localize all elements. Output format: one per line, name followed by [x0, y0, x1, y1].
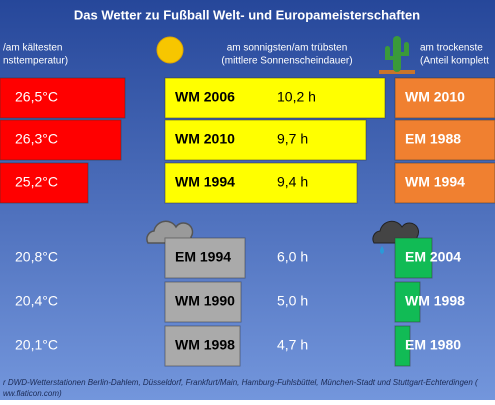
label: WM 2010: [175, 131, 235, 147]
label: WM 1994: [405, 174, 465, 190]
column-header: nsttemperatur): [3, 56, 68, 67]
footer-line: r DWD-Wetterstationen Berlin-Dahlem, Düs…: [3, 378, 479, 387]
value: 9,4 h: [277, 174, 308, 190]
bar: [394, 325, 411, 367]
value: 4,7 h: [277, 337, 308, 353]
cactus-icon: [379, 36, 415, 74]
label: WM 1990: [175, 293, 235, 309]
bar: [394, 281, 421, 323]
bar: [394, 119, 495, 161]
column-header: (mittlere Sonnenscheindauer): [221, 56, 352, 67]
bar: [164, 281, 242, 323]
value: 20,4°C: [15, 293, 58, 309]
label: WM 1994: [175, 174, 235, 190]
value: 5,0 h: [277, 293, 308, 309]
bar: [164, 325, 241, 367]
title: Das Wetter zu Fußball Welt- und Europame…: [74, 7, 420, 22]
value: 26,3°C: [15, 131, 58, 147]
value: 25,2°C: [15, 174, 58, 190]
value: 6,0 h: [277, 249, 308, 265]
column-header: (Anteil komplett: [420, 56, 489, 67]
bar: [394, 77, 495, 119]
bar: [0, 162, 89, 204]
footer-line: ww.flaticon.com): [3, 389, 62, 398]
bar: [164, 119, 367, 161]
value: 26,5°C: [15, 89, 58, 105]
label: EM 1980: [405, 337, 461, 353]
label: EM 1988: [405, 131, 461, 147]
label: EM 2004: [405, 249, 461, 265]
bar: [164, 77, 386, 119]
label: WM 2006: [175, 89, 235, 105]
column-header: am sonnigsten/am trübsten: [227, 43, 348, 54]
column-header: /am kältesten: [3, 43, 62, 54]
label: EM 1994: [175, 249, 231, 265]
value: 9,7 h: [277, 131, 308, 147]
bar: [394, 162, 495, 204]
bar: [164, 162, 358, 204]
value: 10,2 h: [277, 89, 316, 105]
value: 20,8°C: [15, 249, 58, 265]
label: WM 2010: [405, 89, 465, 105]
sun-icon: [156, 36, 184, 64]
bar: [394, 237, 433, 279]
bar: [0, 77, 126, 119]
label: WM 1998: [405, 293, 465, 309]
label: WM 1998: [175, 337, 235, 353]
column-header: am trockenste: [420, 43, 483, 54]
bar: [164, 237, 246, 279]
value: 20,1°C: [15, 337, 58, 353]
bar: [0, 119, 122, 161]
